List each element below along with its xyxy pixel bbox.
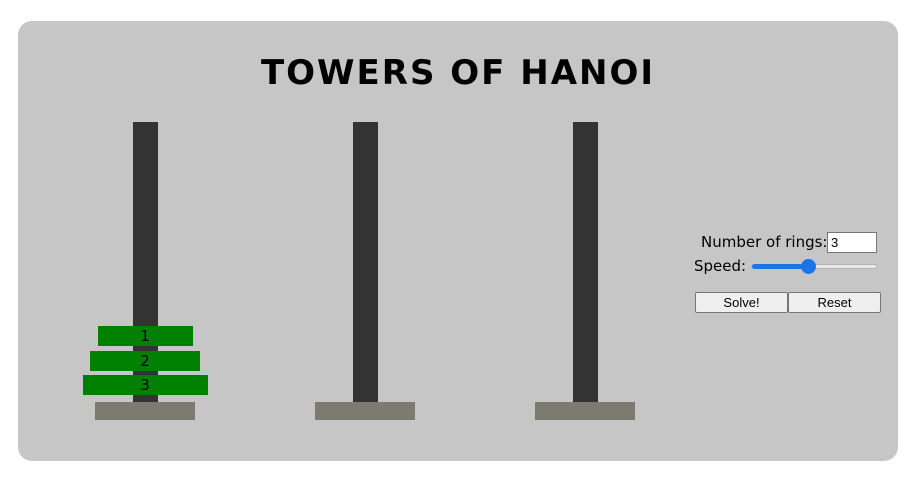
speed-slider-thumb[interactable] <box>800 259 816 274</box>
tower-3-pole[interactable] <box>573 122 598 402</box>
tower-3-base[interactable] <box>535 402 635 420</box>
speed-slider[interactable] <box>751 259 877 274</box>
speed-label: Speed: <box>694 257 747 275</box>
tower-2-pole[interactable] <box>353 122 378 402</box>
rings-count-label: Number of rings: <box>701 233 828 251</box>
page-title: TOWERS OF HANOI <box>260 53 656 93</box>
solve-button[interactable]: Solve! <box>695 292 788 313</box>
tower-2-base[interactable] <box>315 402 415 420</box>
ring-2[interactable]: 2 <box>90 350 200 371</box>
rings-count-input[interactable] <box>827 232 877 253</box>
speed-slider-fill <box>752 264 809 269</box>
tower-1-base[interactable] <box>95 402 195 420</box>
game-panel: TOWERS OF HANOI 3 2 1 Number of rings: Spe… <box>18 21 898 461</box>
ring-3[interactable]: 3 <box>82 375 208 395</box>
reset-button[interactable]: Reset <box>788 292 881 313</box>
ring-1[interactable]: 1 <box>97 326 193 346</box>
